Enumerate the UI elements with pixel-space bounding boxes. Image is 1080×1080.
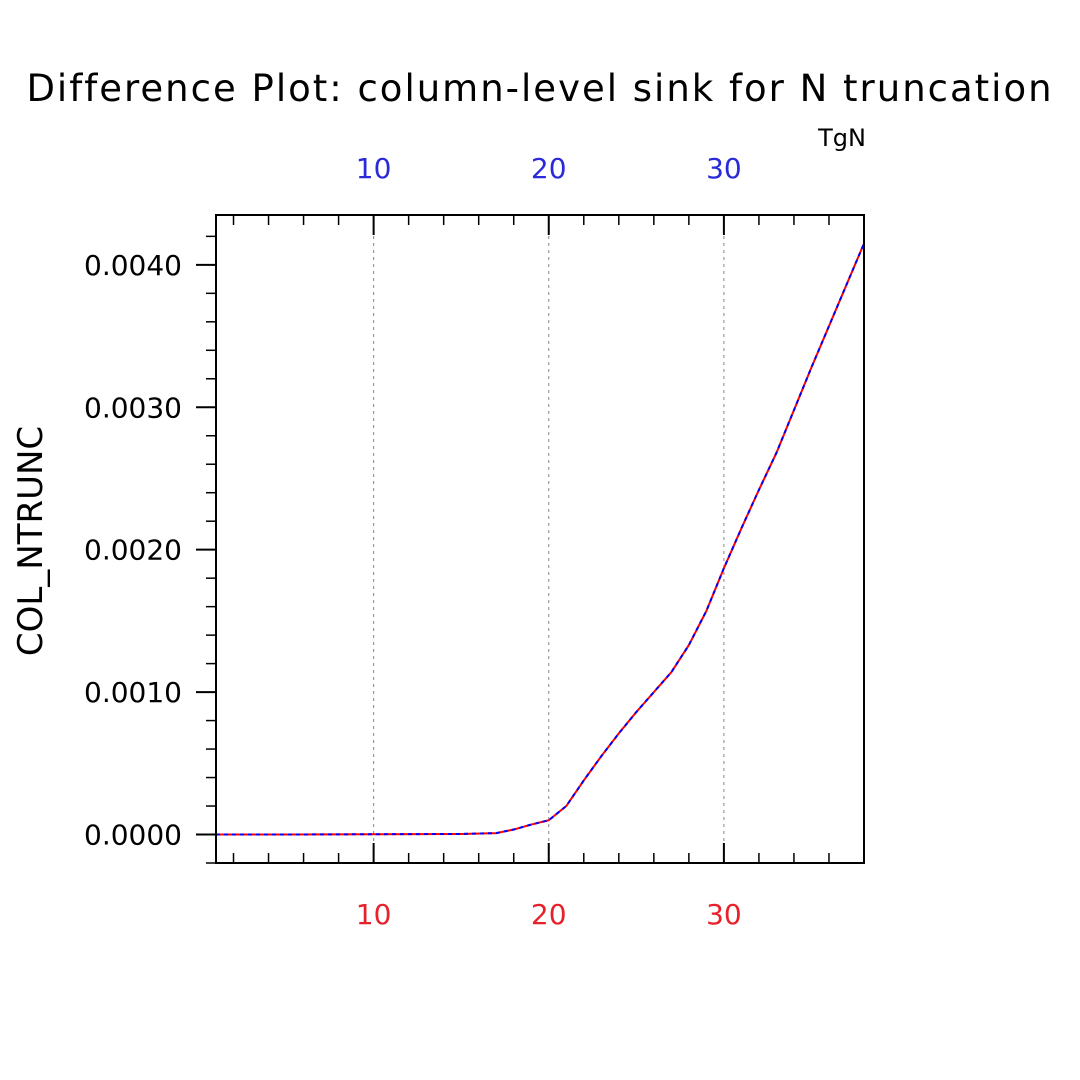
grid-layer (373, 215, 725, 863)
chart-title: Difference Plot: column-level sink for N… (26, 67, 1053, 110)
y-axis-label: COL_NTRUNC (11, 426, 51, 656)
y-tick-label: 0.0000 (84, 819, 182, 852)
y-tick-label: 0.0030 (84, 391, 182, 424)
x-tick-label-top: 30 (706, 152, 742, 185)
x-tick-label-top: 20 (531, 152, 567, 185)
y-tick-label: 0.0010 (84, 676, 182, 709)
ticks-layer (196, 215, 865, 864)
x-tick-label-bottom: 20 (531, 898, 567, 931)
top-axis-label: TgN (817, 124, 866, 152)
x-tick-label-top: 10 (356, 152, 392, 185)
y-tick-label: 0.0020 (84, 534, 182, 567)
x-tick-label-bottom: 30 (706, 898, 742, 931)
y-tick-label: 0.0040 (84, 249, 182, 282)
series-line-2 (216, 243, 865, 836)
x-tick-label-bottom: 10 (356, 898, 392, 931)
series-layer (216, 243, 865, 836)
plot-frame (215, 214, 865, 864)
labels-layer: 0.0000 0.0010 0.0020 0.0030 0.0040 10 10 20 20 30… (84, 152, 742, 931)
series-line-1 (216, 243, 865, 836)
